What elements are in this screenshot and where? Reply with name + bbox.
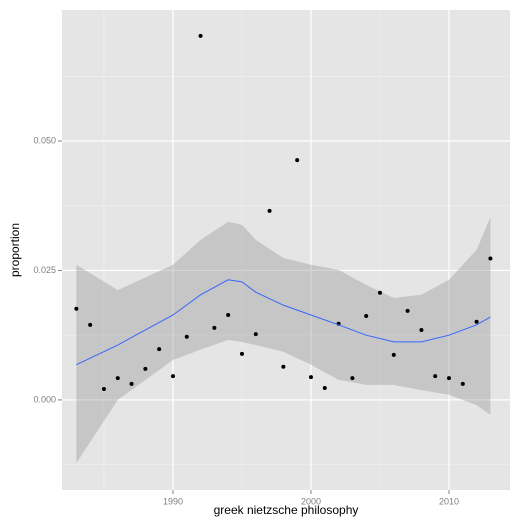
data-point (488, 256, 493, 261)
y-tick-label: 0.000 (33, 394, 56, 404)
y-axis-title: proportion (8, 223, 22, 277)
x-tick-label: 1990 (163, 496, 183, 506)
data-point (433, 374, 438, 379)
y-tick-label: 0.050 (33, 135, 56, 145)
data-point (308, 375, 313, 380)
data-point (88, 322, 93, 327)
panel (62, 10, 510, 490)
data-point (460, 381, 465, 386)
data-point (474, 319, 479, 324)
data-point (391, 352, 396, 357)
data-point (295, 158, 300, 163)
data-point (239, 351, 244, 356)
data-point (405, 308, 410, 313)
data-point (226, 312, 231, 317)
data-point (281, 364, 286, 369)
smooth-line (76, 279, 491, 366)
data-point (253, 332, 258, 337)
data-point (446, 376, 451, 381)
data-point (198, 33, 203, 38)
data-point (322, 385, 327, 390)
confidence-band (76, 217, 491, 464)
data-point (101, 387, 106, 392)
x-tick-label: 2010 (439, 496, 459, 506)
x-axis-title: greek nietzsche philosophy (214, 503, 359, 517)
data-point (267, 208, 272, 213)
data-point (115, 376, 120, 381)
data-point (377, 290, 382, 295)
data-point (170, 374, 175, 379)
data-point (350, 376, 355, 381)
x-tick-label: 2000 (301, 496, 321, 506)
data-point (419, 328, 424, 332)
data-point (157, 347, 162, 352)
y-tick-label: 0.025 (33, 265, 56, 275)
data-point (212, 325, 217, 330)
data-point (143, 366, 148, 371)
data-point (129, 381, 134, 386)
data-point (74, 306, 79, 311)
data-point (364, 314, 369, 319)
data-point (184, 334, 189, 339)
